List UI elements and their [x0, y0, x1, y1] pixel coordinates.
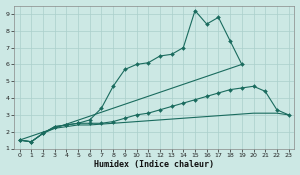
X-axis label: Humidex (Indice chaleur): Humidex (Indice chaleur)	[94, 160, 214, 169]
